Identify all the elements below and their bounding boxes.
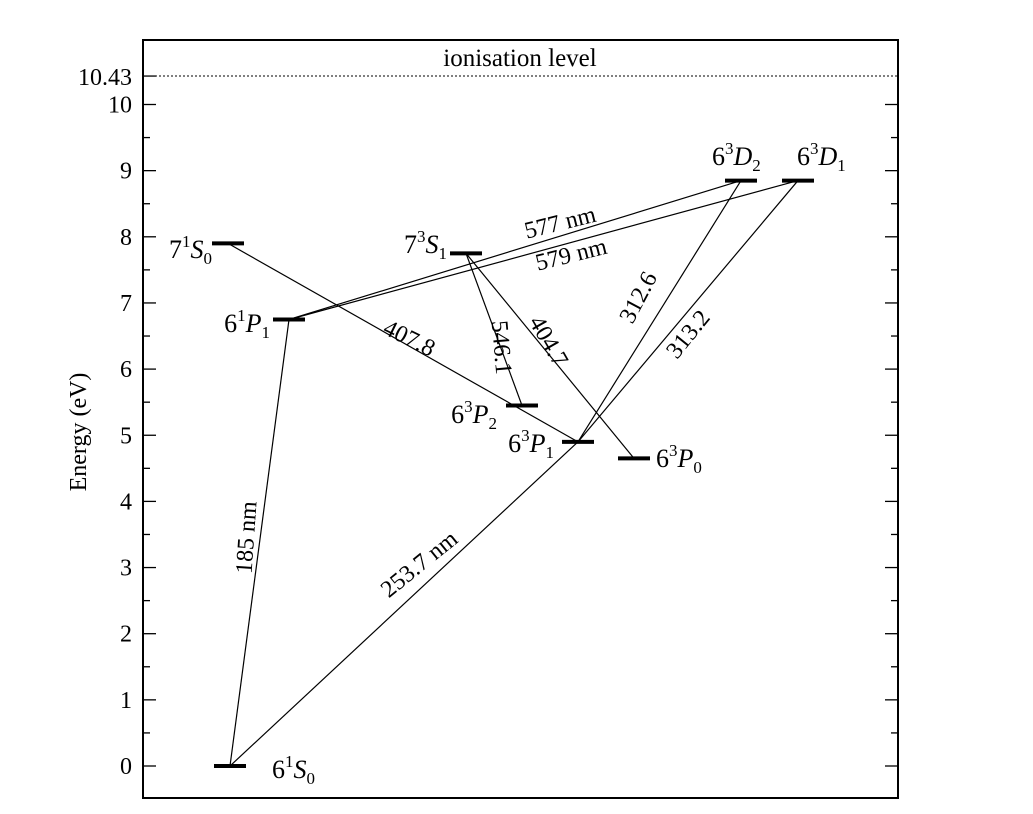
transition-line-6P1_triplet-6S0 (229, 441, 579, 767)
y-tick-label: 8 (120, 225, 132, 251)
transition-label: 185 nm (232, 500, 263, 575)
y-tick-label: 10 (108, 93, 132, 119)
level-label-6D1: 63D1 (797, 139, 846, 175)
level-label-7S0: 71S0 (169, 232, 212, 268)
transition-line-7S0-6P1_triplet (227, 242, 579, 443)
transition-label: 313.2 (661, 305, 715, 363)
y-tick-label: 3 (120, 556, 132, 582)
level-labels: 61S0 61P1 71S0 73S1 63P2 63P1 63P0 63D2 63D1 (169, 139, 846, 788)
level-label-6P0: 63P0 (656, 441, 702, 477)
transition-label: 404.7 (523, 312, 573, 372)
transition-label: 312.6 (615, 268, 663, 328)
transitions (227, 179, 799, 767)
level-label-6S0: 61S0 (272, 752, 315, 788)
transition-line-6D2-6P1_singlet (288, 179, 742, 321)
y-tick-label-ionisation: 10.43 (78, 65, 132, 91)
plot-frame (142, 39, 899, 799)
y-tick-label: 6 (120, 357, 132, 383)
level-label-6P1_singlet: 61P1 (224, 306, 270, 342)
y-axis-label: Energy (eV) (66, 373, 92, 492)
transition-label: 253.7 nm (376, 526, 463, 603)
level-label-6D2: 63D2 (712, 139, 761, 175)
transition-line-6P1_singlet-6S0 (229, 319, 290, 767)
ionisation-level-label: ionisation level (443, 45, 596, 72)
y-tick-label: 4 (120, 489, 132, 515)
level-label-6P2: 63P2 (451, 397, 497, 433)
transition-line-6D2-6P1_triplet (577, 180, 742, 443)
level-label-7S1: 73S1 (404, 227, 447, 263)
transition-label: 546.1 (486, 319, 517, 375)
transition-line-6D1-6P1_triplet (577, 180, 799, 443)
y-tick-label: 9 (120, 159, 132, 185)
y-tick-label: 1 (120, 688, 132, 714)
transition-line-7S1-6P2 (465, 253, 523, 406)
y-tick-label: 0 (120, 754, 132, 780)
y-tick-label: 5 (120, 423, 132, 449)
transition-line-6D1-6P1_singlet (288, 179, 799, 321)
transition-line-7S1-6P0 (465, 252, 635, 459)
y-tick-label: 2 (120, 622, 132, 648)
energy-levels (212, 178, 814, 768)
level-label-6P1_triplet: 63P1 (508, 426, 554, 462)
y-axis-ticks (143, 75, 898, 767)
y-tick-label: 7 (120, 291, 132, 317)
transition-label: 407.8 (379, 315, 439, 362)
